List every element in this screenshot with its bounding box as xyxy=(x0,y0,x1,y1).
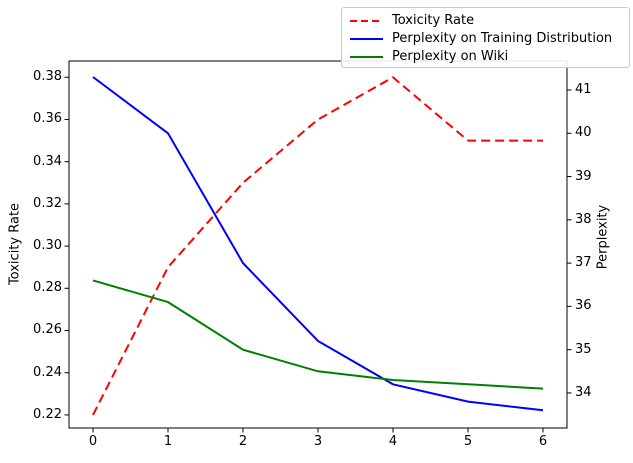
series-line-toxicity-rate xyxy=(92,76,543,416)
legend-item: Toxicity Rate xyxy=(350,12,629,30)
x-tick-label: 4 xyxy=(388,434,398,449)
y-tick-label-right: 40 xyxy=(575,125,592,141)
y-tick-label-left: 0.26 xyxy=(33,322,62,338)
y-tick-label-left: 0.34 xyxy=(33,153,62,169)
y-tick-label-right: 34 xyxy=(575,384,592,400)
axis-ticks xyxy=(64,76,572,433)
y-tick-label-left: 0.38 xyxy=(33,69,62,85)
series-line-perplexity-on-wiki xyxy=(92,279,544,390)
series-line-perplexity-on-training-distribution xyxy=(92,76,544,412)
y-tick-label-right: 35 xyxy=(575,341,592,357)
y-tick-label-left: 0.22 xyxy=(33,406,62,422)
legend-item: Perplexity on Wiki xyxy=(350,48,629,66)
x-tick-label: 5 xyxy=(463,434,473,449)
plot-area-frame xyxy=(68,60,568,429)
legend-label: Toxicity Rate xyxy=(392,13,475,28)
legend-line-sample xyxy=(350,20,383,22)
y-tick-label-left: 0.24 xyxy=(33,364,62,380)
legend-label: Perplexity on Wiki xyxy=(392,49,509,64)
y-tick-label-right: 36 xyxy=(575,298,592,314)
y-tick-label-left: 0.28 xyxy=(33,280,62,296)
y-tick-label-right: 41 xyxy=(575,81,592,97)
y-tick-label-right: 38 xyxy=(575,211,592,227)
y-tick-label-right: 37 xyxy=(575,255,592,271)
x-tick-label: 2 xyxy=(238,434,248,449)
legend-line-sample xyxy=(350,38,383,40)
legend-line-sample xyxy=(350,56,383,58)
x-tick-label: 6 xyxy=(538,434,548,449)
y-tick-label-left: 0.32 xyxy=(33,195,62,211)
x-tick-label: 1 xyxy=(163,434,173,449)
y-tick-label-left: 0.30 xyxy=(33,238,62,254)
legend: Toxicity Rate Perplexity on Training Dist… xyxy=(341,7,630,68)
y-tick-label-left: 0.36 xyxy=(33,111,62,127)
legend-item: Perplexity on Training Distribution xyxy=(350,30,629,48)
legend-label: Perplexity on Training Distribution xyxy=(392,31,613,46)
y-tick-label-right: 39 xyxy=(575,168,592,184)
x-tick-label: 0 xyxy=(88,434,98,449)
x-tick-label: 3 xyxy=(313,434,323,449)
